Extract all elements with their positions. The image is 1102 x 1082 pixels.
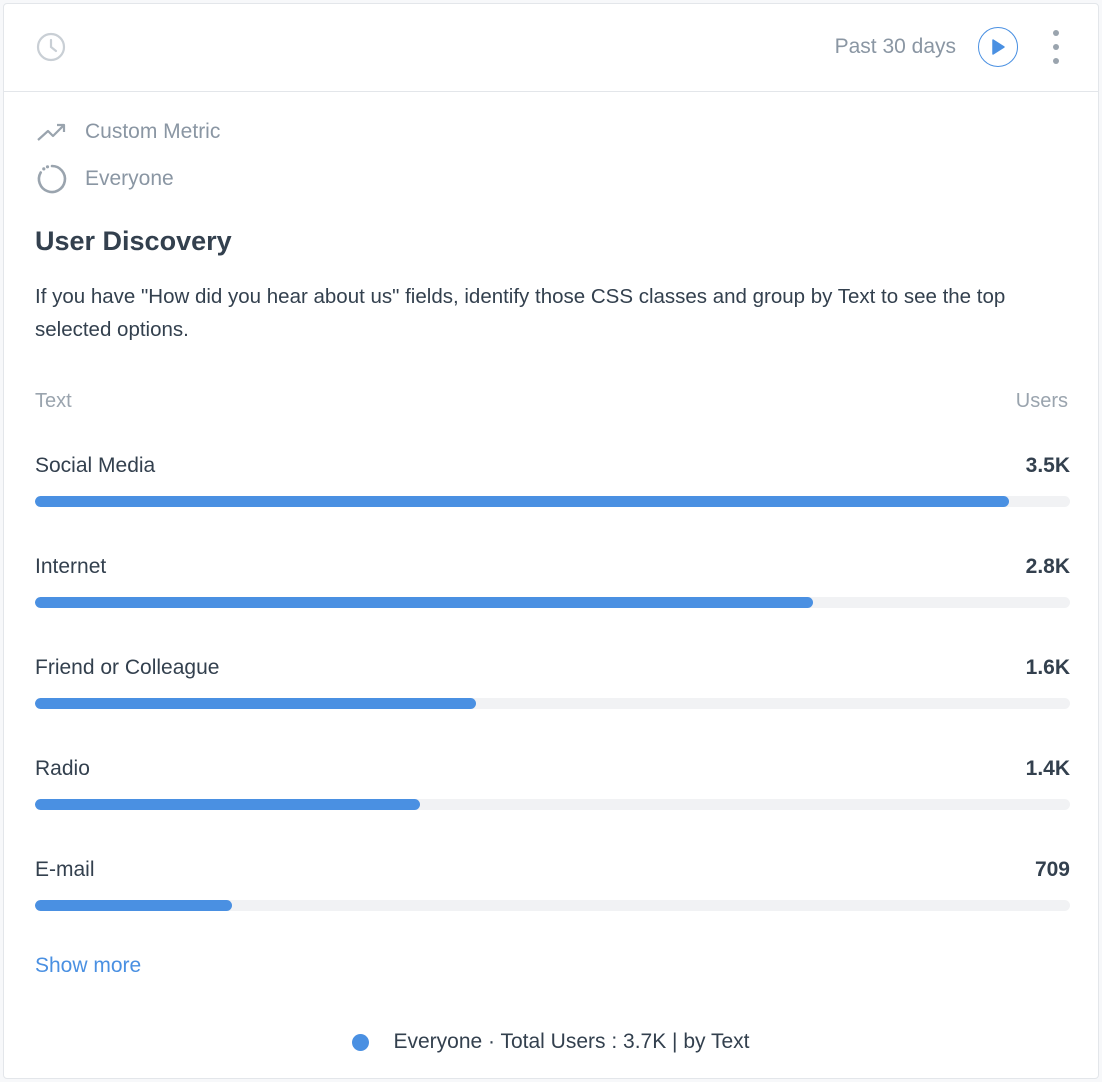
progress-track (35, 900, 1070, 911)
list-item[interactable]: Internet 2.8K (35, 551, 1070, 652)
progress-fill (35, 799, 421, 810)
more-vertical-icon-dot (1053, 58, 1059, 64)
progress-track (35, 597, 1070, 608)
row-label: E-mail (35, 858, 95, 881)
widget-title: User Discovery (35, 226, 232, 256)
row-label: Friend or Colleague (35, 656, 220, 679)
more-options-button[interactable] (1046, 30, 1066, 64)
list-item[interactable]: Friend or Colleague 1.6K (35, 652, 1070, 753)
progress-fill (35, 900, 232, 911)
trend-up-icon (36, 117, 70, 147)
row-value: 709 (1034, 858, 1070, 881)
dotted-circle-icon (36, 164, 70, 194)
progress-fill (35, 496, 1009, 507)
row-label: Radio (35, 757, 90, 780)
row-value: 1.6K (1025, 656, 1070, 679)
column-header-users: Users (1015, 390, 1068, 412)
row-value: 2.8K (1025, 555, 1070, 578)
breakdown-list: Social Media 3.5K Internet 2.8K Friend o… (35, 450, 1070, 955)
progress-track (35, 496, 1070, 507)
widget-card: Past 30 days Custom Metric (3, 3, 1099, 1079)
column-header-text: Text (35, 390, 72, 412)
metric-row: Custom Metric (36, 117, 220, 147)
card-header: Past 30 days (4, 4, 1098, 92)
more-vertical-icon-dot (1053, 30, 1059, 36)
progress-track (35, 799, 1070, 810)
row-value: 3.5K (1025, 454, 1070, 477)
show-more-link[interactable]: Show more (35, 954, 142, 977)
metric-label: Custom Metric (85, 120, 221, 143)
progress-fill (35, 597, 814, 608)
legend-label: Everyone · Total Users : 3.7K | by Text (393, 1030, 750, 1053)
progress-track (35, 698, 1070, 709)
clock-icon[interactable] (36, 32, 66, 62)
segment-row: Everyone (36, 164, 174, 194)
row-value: 1.4K (1025, 757, 1070, 780)
date-range-label[interactable]: Past 30 days (834, 35, 956, 58)
list-item[interactable]: Social Media 3.5K (35, 450, 1070, 551)
play-button[interactable] (978, 27, 1018, 67)
segment-label: Everyone (85, 167, 174, 190)
list-item[interactable]: E-mail 709 (35, 854, 1070, 955)
list-item[interactable]: Radio 1.4K (35, 753, 1070, 854)
play-icon (992, 39, 1005, 55)
row-label: Social Media (35, 454, 156, 477)
legend-dot-icon (352, 1033, 370, 1051)
progress-fill (35, 698, 476, 709)
row-label: Internet (35, 555, 107, 578)
more-vertical-icon-dot (1053, 44, 1059, 50)
legend: Everyone · Total Users : 3.7K | by Text (4, 1030, 1098, 1054)
widget-description: If you have "How did you hear about us" … (35, 285, 1006, 341)
